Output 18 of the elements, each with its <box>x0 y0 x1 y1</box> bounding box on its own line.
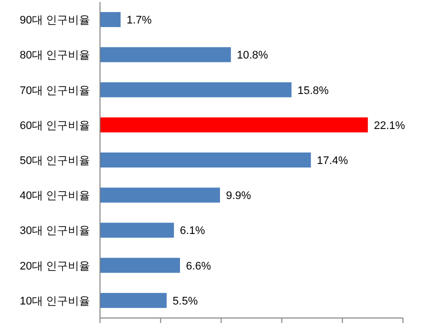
data-label: 6.1% <box>180 225 206 238</box>
y-tick-label: 10대 인구비율 <box>20 295 90 308</box>
data-label: 6.6% <box>186 260 212 272</box>
data-label: 17.4% <box>316 155 348 167</box>
data-label: 10.8% <box>236 50 268 62</box>
y-tick-label: 60대 인구비율 <box>20 120 90 132</box>
data-label: 1.7% <box>126 14 152 27</box>
data-label: 9.9% <box>226 190 252 202</box>
y-tick-label: 30대 인구비율 <box>20 225 90 238</box>
data-label: 22.1% <box>374 120 406 132</box>
y-tick-label: 90대 인구비율 <box>20 14 90 27</box>
y-tick-label: 20대 인구비율 <box>20 260 90 272</box>
data-label: 15.8% <box>297 84 329 97</box>
y-tick-label: 70대 인구비율 <box>20 84 90 97</box>
y-tick-label: 80대 인구비율 <box>20 50 90 62</box>
y-tick-label: 40대 인구비율 <box>20 190 90 202</box>
y-tick-label: 50대 인구비율 <box>20 155 90 167</box>
data-label: 5.5% <box>172 295 198 308</box>
